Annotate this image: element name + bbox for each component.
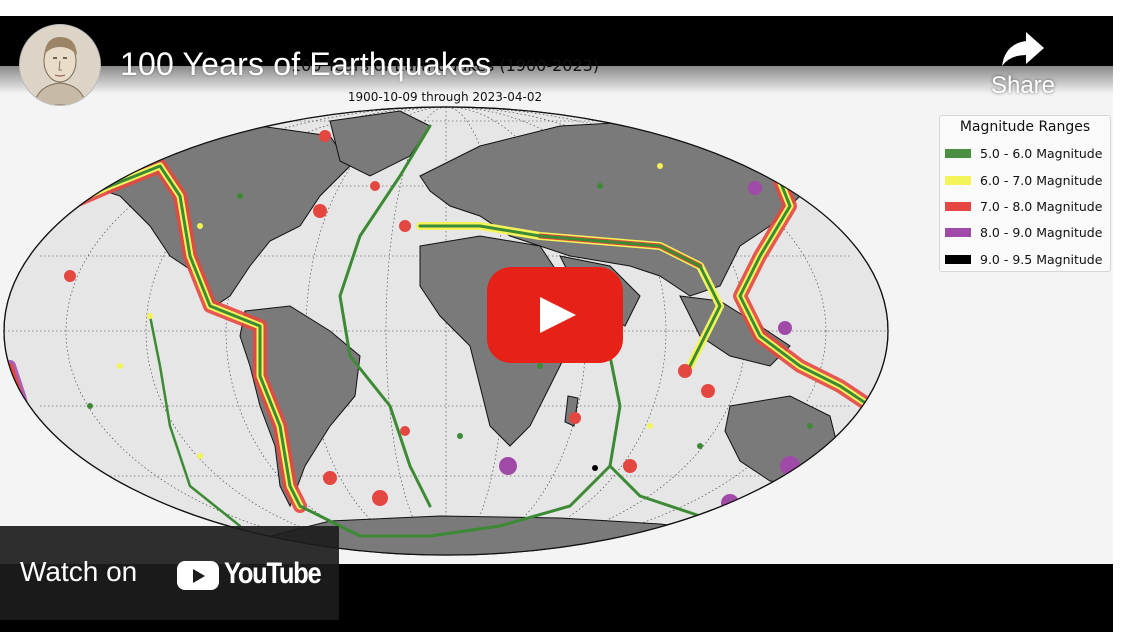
- belt-alpine-himalayan-green: [418, 224, 722, 368]
- world-map: [3, 106, 889, 556]
- share-button[interactable]: Share: [983, 28, 1063, 100]
- share-label: Share: [990, 72, 1056, 99]
- legend-swatch: [945, 175, 971, 185]
- quake-marker: [372, 490, 388, 506]
- quake-marker: [197, 453, 203, 459]
- play-button[interactable]: [487, 267, 623, 363]
- legend-swatch: [945, 254, 971, 264]
- quake-marker: [197, 223, 203, 229]
- quake-marker: [537, 363, 543, 369]
- quake-marker: [597, 183, 603, 189]
- quake-marker: [87, 403, 93, 409]
- quake-marker: [499, 457, 517, 475]
- legend-label: 8.0 - 9.0 Magnitude: [980, 224, 1103, 240]
- map-title: 100 Years of Earthquakes (1900-2023): [290, 56, 600, 75]
- belt-americas-green: [38, 164, 302, 508]
- quake-marker: [569, 412, 581, 424]
- legend-label: 5.0 - 6.0 Magnitude: [980, 145, 1103, 161]
- watch-on-youtube-button[interactable]: Watch on YouTube: [0, 526, 339, 620]
- quake-marker: [623, 459, 637, 473]
- legend-swatch: [945, 227, 971, 237]
- legend-swatch: [945, 201, 971, 211]
- quake-marker: [592, 465, 598, 471]
- ridge-mid-atlantic: [338, 124, 432, 508]
- legend-item: 9.0 - 9.5 Magnitude: [945, 250, 1102, 268]
- avatar-portrait-icon: [20, 25, 100, 105]
- magnitude-legend: Magnitude Ranges 5.0 - 6.0 Magnitude 6.0…: [939, 115, 1111, 272]
- legend-label: 7.0 - 8.0 Magnitude: [980, 198, 1103, 214]
- quake-marker: [64, 270, 76, 282]
- video-title[interactable]: 100 Years of Earthquakes: [120, 46, 492, 82]
- greenland: [329, 110, 431, 177]
- quake-marker: [647, 423, 653, 429]
- quake-marker: [147, 313, 153, 319]
- quake-marker: [807, 423, 813, 429]
- youtube-wordmark: YouTube: [224, 557, 322, 590]
- quake-marker: [457, 433, 463, 439]
- globe-outline: [3, 106, 889, 556]
- quake-marker: [748, 181, 762, 195]
- quake-marker: [400, 426, 410, 436]
- ridge-east-pacific: [148, 314, 242, 528]
- quake-marker: [323, 471, 337, 485]
- quake-marker: [370, 181, 380, 191]
- legend-item: 6.0 - 7.0 Magnitude: [945, 171, 1102, 189]
- legend-swatch: [945, 148, 971, 158]
- quake-marker: [678, 364, 692, 378]
- quake-marker: [657, 163, 663, 169]
- new-zealand: [847, 485, 871, 517]
- legend-label: 9.0 - 9.5 Magnitude: [980, 251, 1103, 267]
- legend-item: 5.0 - 6.0 Magnitude: [945, 144, 1102, 162]
- quake-marker: [780, 456, 800, 476]
- quake-marker: [117, 363, 123, 369]
- share-arrow-icon: [1002, 32, 1044, 66]
- quake-marker: [399, 220, 411, 232]
- quake-marker: [57, 443, 63, 449]
- title-overlay-gradient: [0, 16, 1113, 94]
- watch-on-label: Watch on: [20, 556, 138, 587]
- quake-marker: [778, 321, 792, 335]
- channel-avatar[interactable]: [19, 24, 101, 106]
- quake-marker: [319, 130, 331, 142]
- youtube-play-icon: [177, 561, 219, 590]
- quake-marker: [237, 193, 243, 199]
- legend-item: 7.0 - 8.0 Magnitude: [945, 197, 1102, 215]
- legend-label: 6.0 - 7.0 Magnitude: [980, 172, 1103, 188]
- youtube-logo: YouTube: [177, 557, 322, 592]
- quake-marker: [313, 204, 327, 218]
- legend-item: 8.0 - 9.0 Magnitude: [945, 223, 1102, 241]
- quake-marker: [697, 443, 703, 449]
- ridge-southern: [298, 464, 772, 538]
- play-icon: [540, 297, 576, 333]
- legend-title: Magnitude Ranges: [959, 119, 1091, 135]
- quake-marker: [701, 384, 715, 398]
- map-subtitle: 1900-10-09 through 2023-04-02: [347, 90, 543, 104]
